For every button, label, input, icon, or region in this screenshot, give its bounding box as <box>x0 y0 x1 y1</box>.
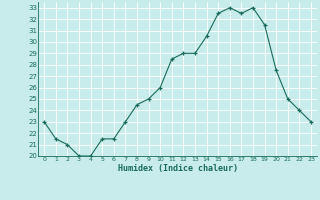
X-axis label: Humidex (Indice chaleur): Humidex (Indice chaleur) <box>118 164 238 173</box>
